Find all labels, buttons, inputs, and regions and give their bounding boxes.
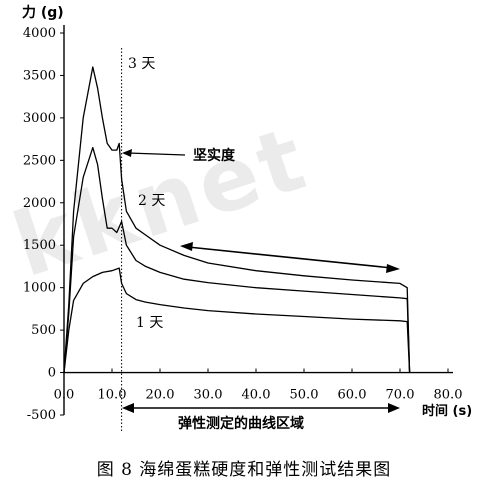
y-tick-label: 1500: [23, 238, 56, 253]
x-tick-label: 30.0: [194, 388, 223, 403]
hardness-arrowhead: [122, 149, 132, 157]
region-arrowhead-right: [388, 403, 400, 413]
x-tick-label: 70.0: [386, 388, 415, 403]
series-label-1-day: 1 天: [136, 315, 163, 331]
y-tick-label: 500: [31, 323, 56, 338]
region-arrowhead-left: [122, 403, 134, 413]
x-tick-label: 80.0: [434, 388, 463, 403]
x-tick-label: 60.0: [338, 388, 367, 403]
x-tick-label: 0.0: [54, 388, 75, 403]
plateau-arrowhead-right: [386, 264, 400, 273]
series-line-day3: [63, 66, 411, 373]
series-label-3-days: 3 天: [128, 56, 155, 72]
series-label-2-days: 2 天: [138, 193, 165, 209]
y-tick-label: 0: [48, 366, 56, 381]
figure-caption: 图 8 海绵蛋糕硬度和弹性测试结果图: [96, 460, 392, 480]
series-line-day1: [63, 267, 411, 373]
x-tick-label: 20.0: [146, 388, 175, 403]
y-tick-label: -500: [27, 408, 56, 423]
y-tick-label: 3500: [23, 68, 56, 83]
x-tick-label: 10.0: [98, 388, 127, 403]
hardness-elasticity-chart: -500 0 500 1000 1500 2000 2500 3000 3500 4000 0.0 1…: [22, 4, 472, 432]
y-axis-label: 力 (g): [22, 4, 64, 21]
series-line-day2: [63, 146, 411, 373]
elasticity-region-label: 弹性测定的曲线区域: [178, 415, 304, 432]
y-tick-label: 4000: [23, 26, 56, 41]
x-tick-label: 50.0: [290, 388, 319, 403]
x-axis-label: 时间 (s): [422, 403, 472, 419]
hardness-arrow-line: [127, 152, 186, 156]
plateau-double-arrow-line: [187, 246, 393, 269]
y-tick-label: 2500: [23, 153, 56, 168]
plateau-arrowhead-left: [180, 242, 193, 251]
y-tick-label: 1000: [23, 281, 56, 296]
y-tick-label: 3000: [23, 111, 56, 126]
y-tick-label: 2000: [23, 196, 56, 211]
hardness-label: 坚实度: [193, 147, 236, 164]
x-tick-label: 40.0: [242, 388, 271, 403]
